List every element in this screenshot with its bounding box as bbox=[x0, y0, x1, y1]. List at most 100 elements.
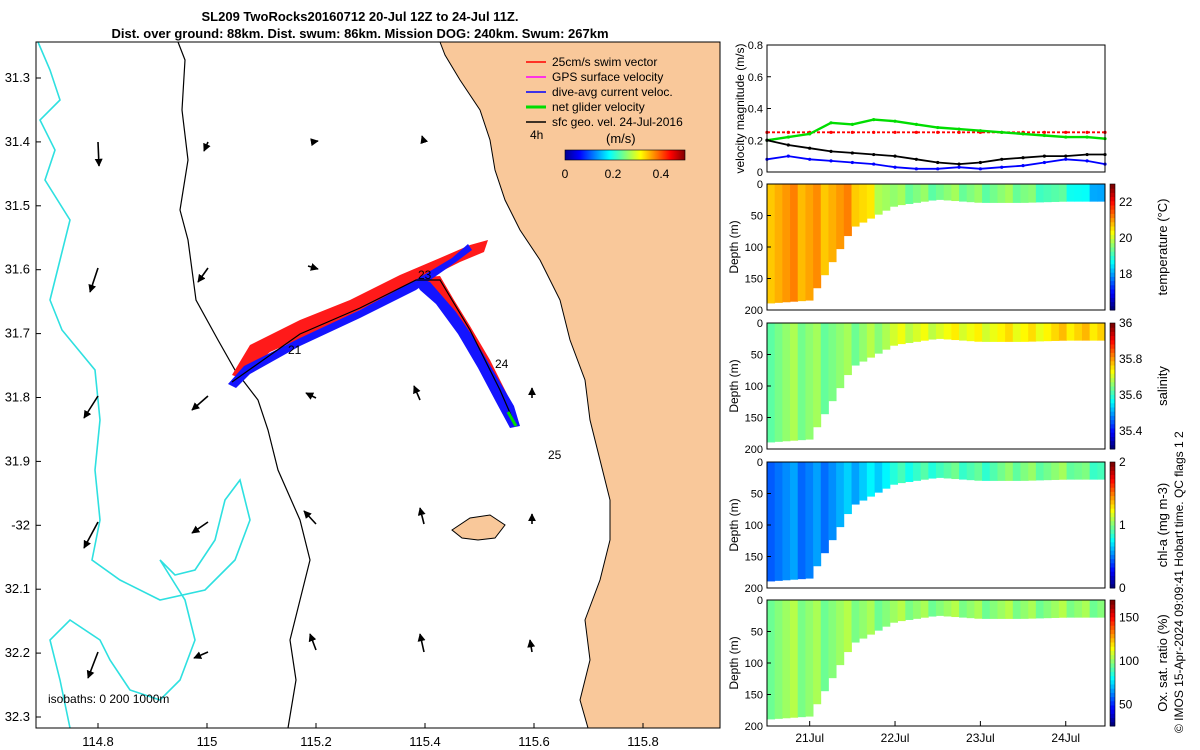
data-point bbox=[914, 130, 918, 134]
colorbar-cell bbox=[1110, 671, 1115, 677]
data-point bbox=[1103, 162, 1107, 166]
data-point bbox=[1000, 130, 1004, 134]
section-cell bbox=[805, 600, 814, 717]
data-point bbox=[957, 127, 961, 131]
section-cell bbox=[828, 323, 837, 402]
data-point bbox=[872, 162, 876, 166]
section-cell bbox=[828, 184, 837, 263]
section-cell bbox=[836, 462, 845, 528]
depth-tick-label: 100 bbox=[745, 381, 763, 393]
colorbar-cell bbox=[1110, 474, 1115, 480]
section-cell bbox=[767, 600, 776, 720]
data-point bbox=[1042, 130, 1046, 134]
lon-tick-label: 115 bbox=[197, 734, 218, 749]
colorbar-cell bbox=[1110, 200, 1115, 206]
section-cell bbox=[1020, 462, 1029, 481]
colorbar-cell bbox=[1110, 276, 1115, 282]
colorbar-cell bbox=[1110, 629, 1115, 635]
colorbar-cell bbox=[1110, 284, 1115, 290]
section-cell bbox=[1043, 184, 1052, 203]
section-cell bbox=[790, 184, 799, 302]
section-cell bbox=[943, 600, 952, 617]
section-cell bbox=[1058, 184, 1067, 202]
section-cell bbox=[889, 184, 898, 207]
colorbar-cell bbox=[1110, 331, 1115, 337]
section-cell bbox=[843, 462, 852, 515]
colorbar-cell bbox=[1110, 705, 1115, 710]
colorbar-cell bbox=[1110, 188, 1115, 193]
section-cell bbox=[1051, 184, 1060, 202]
colorbar-cell bbox=[1110, 386, 1115, 391]
data-point bbox=[850, 130, 854, 134]
section-cell bbox=[851, 184, 860, 227]
data-point bbox=[765, 130, 769, 134]
section-cell bbox=[797, 184, 806, 302]
lat-tick-label: 32.2 bbox=[5, 645, 30, 660]
section-cell bbox=[1066, 462, 1075, 480]
colorbar-cell bbox=[1110, 305, 1115, 311]
data-point bbox=[1085, 135, 1089, 139]
colorbar-cell bbox=[1110, 444, 1115, 450]
data-point bbox=[978, 129, 982, 133]
time-tick-label: 23Jul bbox=[966, 731, 995, 745]
velocity-ylabel: velocity magnitude (m/s) bbox=[733, 43, 747, 173]
lat-tick-label: 31.5 bbox=[5, 198, 30, 213]
section-cell bbox=[813, 462, 822, 567]
colorbar-cell bbox=[1110, 242, 1115, 248]
section-cell bbox=[997, 462, 1006, 481]
colorbar-cell bbox=[1110, 440, 1115, 446]
colorbar-cell bbox=[1110, 646, 1115, 651]
colorbar-cell bbox=[1110, 462, 1115, 467]
net-glider-path bbox=[231, 279, 515, 423]
colorbar-cell bbox=[1110, 272, 1115, 277]
section-cell bbox=[843, 323, 852, 376]
section-cell bbox=[1012, 462, 1021, 481]
section-frame bbox=[766, 183, 1106, 311]
depth-tick-label: 200 bbox=[745, 305, 763, 317]
section-cell bbox=[1058, 323, 1067, 341]
section-cell bbox=[959, 600, 968, 618]
section-cell bbox=[1020, 600, 1029, 619]
colorbar-tick-label: 0.4 bbox=[653, 167, 670, 181]
section-cell bbox=[989, 323, 998, 342]
section-cell bbox=[774, 462, 783, 581]
section-cell bbox=[1058, 600, 1067, 618]
section-cell bbox=[859, 600, 868, 639]
lat-tick-label: 32.3 bbox=[5, 709, 30, 724]
colorbar-cell bbox=[1110, 251, 1115, 256]
section-cell bbox=[851, 600, 860, 643]
section-cell bbox=[1028, 462, 1037, 481]
colorbar-cell bbox=[1110, 525, 1115, 530]
colorbar-cell bbox=[1110, 352, 1115, 358]
section-cell bbox=[813, 600, 822, 705]
section-cell bbox=[951, 600, 960, 618]
section-cell bbox=[905, 462, 914, 482]
section-cell bbox=[928, 323, 937, 340]
section-cell bbox=[1089, 600, 1098, 618]
colorbar-tick-label: 150 bbox=[1119, 610, 1139, 624]
data-point bbox=[978, 167, 982, 171]
section-cell bbox=[951, 323, 960, 341]
lat-tick-label: 31.8 bbox=[5, 390, 30, 405]
section-cell bbox=[997, 184, 1006, 203]
section-cell bbox=[943, 323, 952, 340]
colorbar-label: temperature (°C) bbox=[1155, 199, 1170, 296]
colorbar-tick-label: 0 bbox=[562, 167, 569, 181]
section-cell bbox=[1081, 184, 1091, 202]
colorbar-cell bbox=[1110, 255, 1115, 261]
depth-tick-label: 50 bbox=[751, 627, 763, 639]
section-cell bbox=[797, 600, 806, 718]
section-cell bbox=[936, 323, 945, 339]
lat-tick-label: 31.4 bbox=[5, 134, 30, 149]
legend-label: 25cm/s swim vector bbox=[552, 55, 657, 69]
isobath-200m bbox=[177, 41, 311, 729]
depth-tick-label: 200 bbox=[745, 444, 763, 456]
colorbar-cell bbox=[1110, 679, 1115, 685]
section-cell bbox=[828, 462, 837, 541]
colorbar-cell bbox=[1110, 499, 1115, 505]
series-line bbox=[766, 139, 1105, 166]
colorbar-cell bbox=[1110, 470, 1115, 476]
section-oxygen-saturation: 0 50 100 150 200 Depth (m) 50 100 150 Ox. sat. ra… bbox=[727, 595, 1170, 733]
lat-tick-label: 31.3 bbox=[5, 70, 30, 85]
